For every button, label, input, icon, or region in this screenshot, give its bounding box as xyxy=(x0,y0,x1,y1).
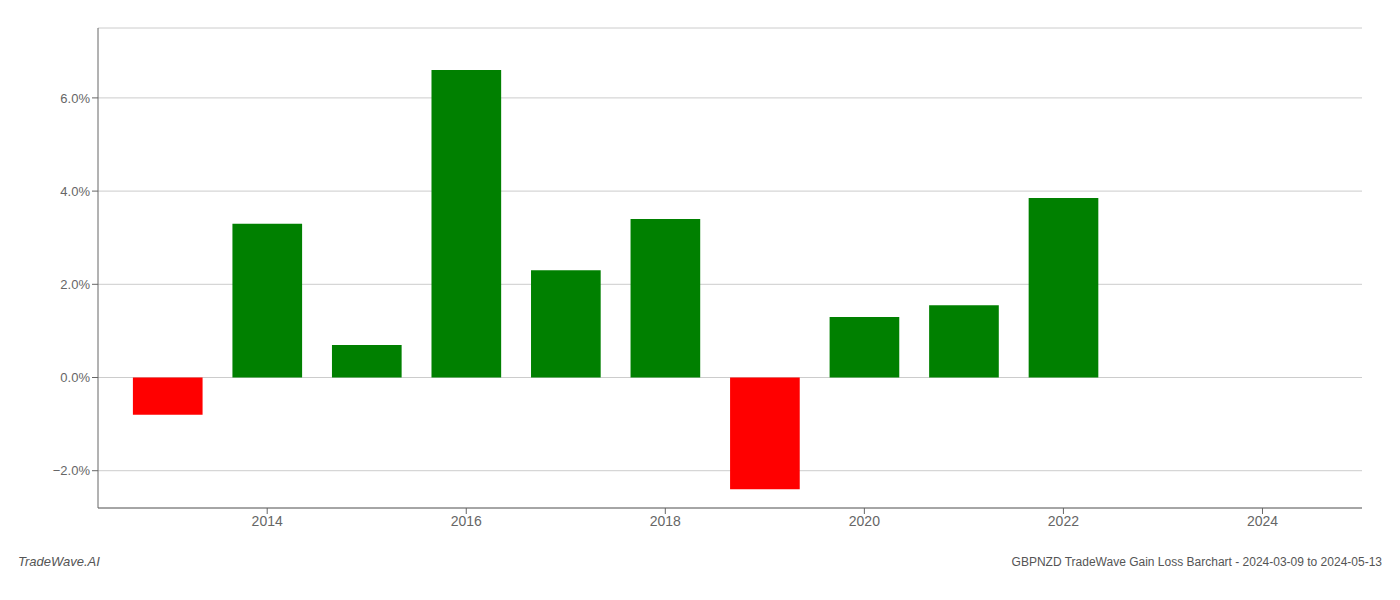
svg-text:2022: 2022 xyxy=(1048,513,1079,529)
svg-text:2016: 2016 xyxy=(451,513,482,529)
svg-text:2.0%: 2.0% xyxy=(60,277,90,292)
svg-text:2020: 2020 xyxy=(849,513,880,529)
svg-text:0.0%: 0.0% xyxy=(60,370,90,385)
svg-text:2014: 2014 xyxy=(252,513,283,529)
svg-text:2018: 2018 xyxy=(650,513,681,529)
html-text:TradeWave.AI: TradeWave.AI xyxy=(18,554,100,569)
svg-text:−2.0%: −2.0% xyxy=(53,463,91,478)
svg-text:6.0%: 6.0% xyxy=(60,91,90,106)
html-text:GBPNZD TradeWave Gain Loss Bar: GBPNZD TradeWave Gain Loss Barchart - 20… xyxy=(1011,555,1382,569)
svg-text:4.0%: 4.0% xyxy=(60,184,90,199)
svg-text:2024: 2024 xyxy=(1247,513,1278,529)
